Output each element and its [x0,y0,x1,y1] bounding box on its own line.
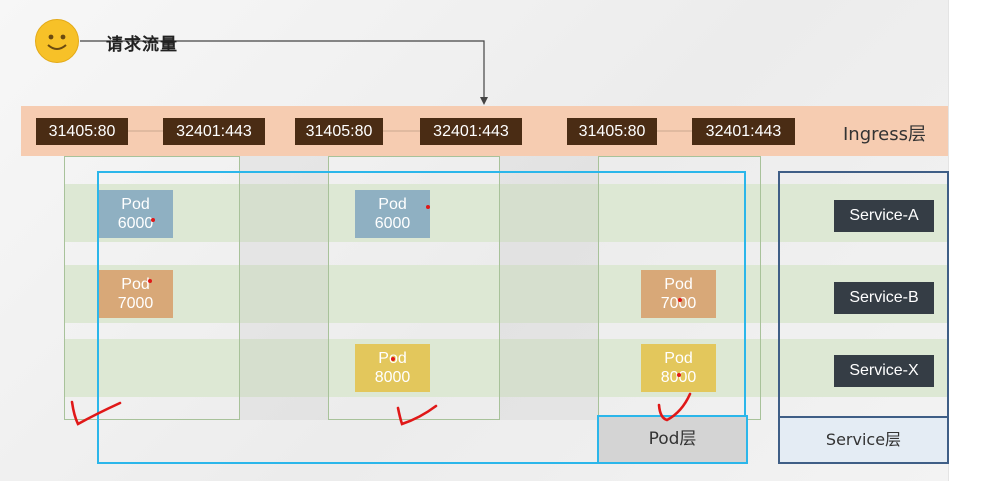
ingress-port-6: 32401:443 [692,118,795,145]
ingress-port-4: 32401:443 [420,118,522,145]
request-flow-arrowhead [480,97,488,105]
checkmark-annotation-2 [396,404,438,426]
node-gap-2 [500,156,598,420]
service-x-box: Service-X [834,355,934,387]
pod-service-a-node-1: Pod 6000 [98,190,173,238]
pod-name: Pod [378,196,407,213]
row-band-service-x [64,339,948,397]
annotation-dot [391,357,395,361]
pod-name: Pod [121,196,150,213]
checkmark-annotation-3 [657,392,692,422]
connector-overlay [80,40,692,132]
annotation-dot [151,218,155,222]
pod-port: 6000 [374,215,411,232]
ingress-layer-label: Ingress层 [843,124,926,145]
pod-name: Pod [664,276,693,293]
service-layer-label: Service层 [778,416,949,464]
annotation-dot [678,298,682,302]
annotation-dot [677,373,681,377]
annotation-dot [148,279,152,283]
pod-port: 8000 [660,369,697,386]
pod-name: Pod [664,350,693,367]
row-band-service-a [64,184,948,242]
pod-service-b-node-1: Pod 7000 [98,270,173,318]
ingress-port-1: 31405:80 [36,118,128,145]
service-a-box: Service-A [834,200,934,232]
pod-service-b-node-3: Pod 7000 [641,270,716,318]
node-gap-1 [240,156,328,420]
annotation-dot [426,205,430,209]
pod-port: 7000 [660,295,697,312]
right-margin [948,0,998,481]
pod-service-x-node-3: Pod 8000 [641,344,716,392]
ingress-port-3: 31405:80 [295,118,383,145]
request-traffic-label: 请求流量 [106,35,178,55]
pod-port: 6000 [117,215,154,232]
pod-service-a-node-2: Pod 6000 [355,190,430,238]
annotation-overlay [70,392,692,426]
pod-service-x-node-2: Pod 8000 [355,344,430,392]
request-flow-arrow [80,40,485,103]
smiley-face-icon [35,19,79,63]
ingress-port-2: 32401:443 [163,118,265,145]
node-box-1 [64,156,240,420]
pod-layer-outline [97,171,746,464]
pod-port: 8000 [374,369,411,386]
checkmark-annotation-1 [70,400,122,426]
service-b-box: Service-B [834,282,934,314]
pod-port: 7000 [117,295,154,312]
ingress-port-5: 31405:80 [567,118,657,145]
row-band-service-b [64,265,948,323]
pod-name: Pod [121,276,150,293]
